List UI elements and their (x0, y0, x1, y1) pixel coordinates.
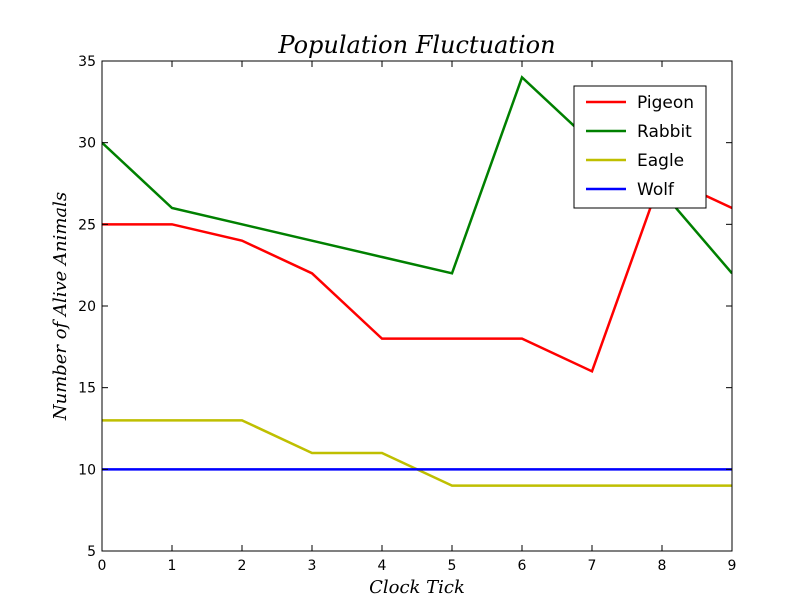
x-tick-label: 5 (448, 558, 457, 574)
x-tick-label: 0 (98, 558, 107, 574)
chart-title: Population Fluctuation (277, 31, 555, 59)
y-tick-label: 5 (87, 544, 96, 560)
x-axis-label: Clock Tick (369, 577, 465, 598)
y-tick-label: 35 (78, 54, 96, 70)
y-tick-label: 30 (78, 136, 96, 152)
x-tick-label: 7 (588, 558, 597, 574)
legend-box (573, 85, 707, 209)
x-tick-label: 2 (238, 558, 247, 574)
y-tick-label: 10 (78, 462, 96, 478)
x-tick-label: 3 (308, 558, 317, 574)
x-tick-label: 8 (658, 558, 667, 574)
legend-label-rabbit: Rabbit (637, 122, 692, 142)
legend: Pigeon Rabbit Eagle Wolf (573, 85, 707, 209)
y-tick-label: 15 (78, 381, 96, 397)
x-tick-label: 9 (728, 558, 737, 574)
x-tick-label: 6 (518, 558, 527, 574)
x-tick-label: 4 (378, 558, 387, 574)
y-tick-label: 20 (78, 299, 96, 315)
y-tick-label: 25 (78, 217, 96, 233)
legend-label-wolf: Wolf (637, 180, 675, 200)
legend-label-eagle: Eagle (637, 151, 684, 171)
series-layer (102, 75, 732, 487)
x-tick-label: 1 (168, 558, 177, 574)
legend-label-pigeon: Pigeon (637, 93, 694, 113)
ticks-layer: 0 1 2 3 4 5 6 7 8 9 5 10 15 20 25 30 35 (78, 54, 736, 574)
y-axis-label: Number of Alive Animals (50, 192, 71, 421)
series-line-pigeon (102, 173, 732, 374)
